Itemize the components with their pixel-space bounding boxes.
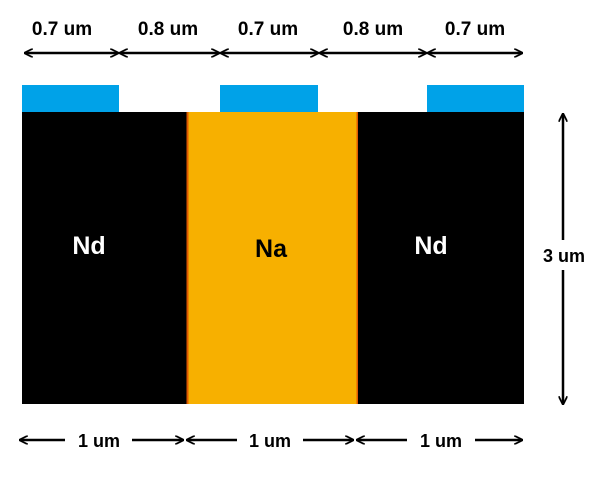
contact-right (427, 85, 524, 112)
top-dim-label-4: 0.8 um (343, 19, 403, 40)
region-label-right: Nd (414, 232, 447, 260)
semiconductor-regions (22, 112, 524, 404)
region-na-middle (187, 112, 358, 404)
bottom-dimension-labels: 1 um 1 um 1 um (78, 431, 462, 451)
top-dim-label-5: 0.7 um (445, 19, 505, 40)
contact-left (22, 85, 119, 112)
bottom-dim-label-3: 1 um (420, 431, 462, 451)
bottom-dim-label-2: 1 um (249, 431, 291, 451)
region-label-middle: Na (255, 235, 288, 263)
height-label-backdrop (540, 240, 588, 270)
region-nd-left (22, 112, 188, 404)
top-dim-label-3: 0.7 um (238, 19, 298, 40)
top-dimension-labels: 0.7 um 0.8 um 0.7 um 0.8 um 0.7 um (32, 19, 505, 40)
top-dim-label-2: 0.8 um (138, 19, 198, 40)
contacts (22, 85, 524, 112)
bottom-dim-label-1: 1 um (78, 431, 120, 451)
height-dimension: 3 um (540, 114, 588, 404)
top-dim-label-1: 0.7 um (32, 19, 92, 40)
height-dim-label: 3 um (543, 246, 585, 266)
contact-middle (220, 85, 318, 112)
region-nd-right (358, 112, 524, 404)
region-labels: Nd Na Nd (72, 232, 447, 263)
region-label-left: Nd (72, 232, 105, 260)
